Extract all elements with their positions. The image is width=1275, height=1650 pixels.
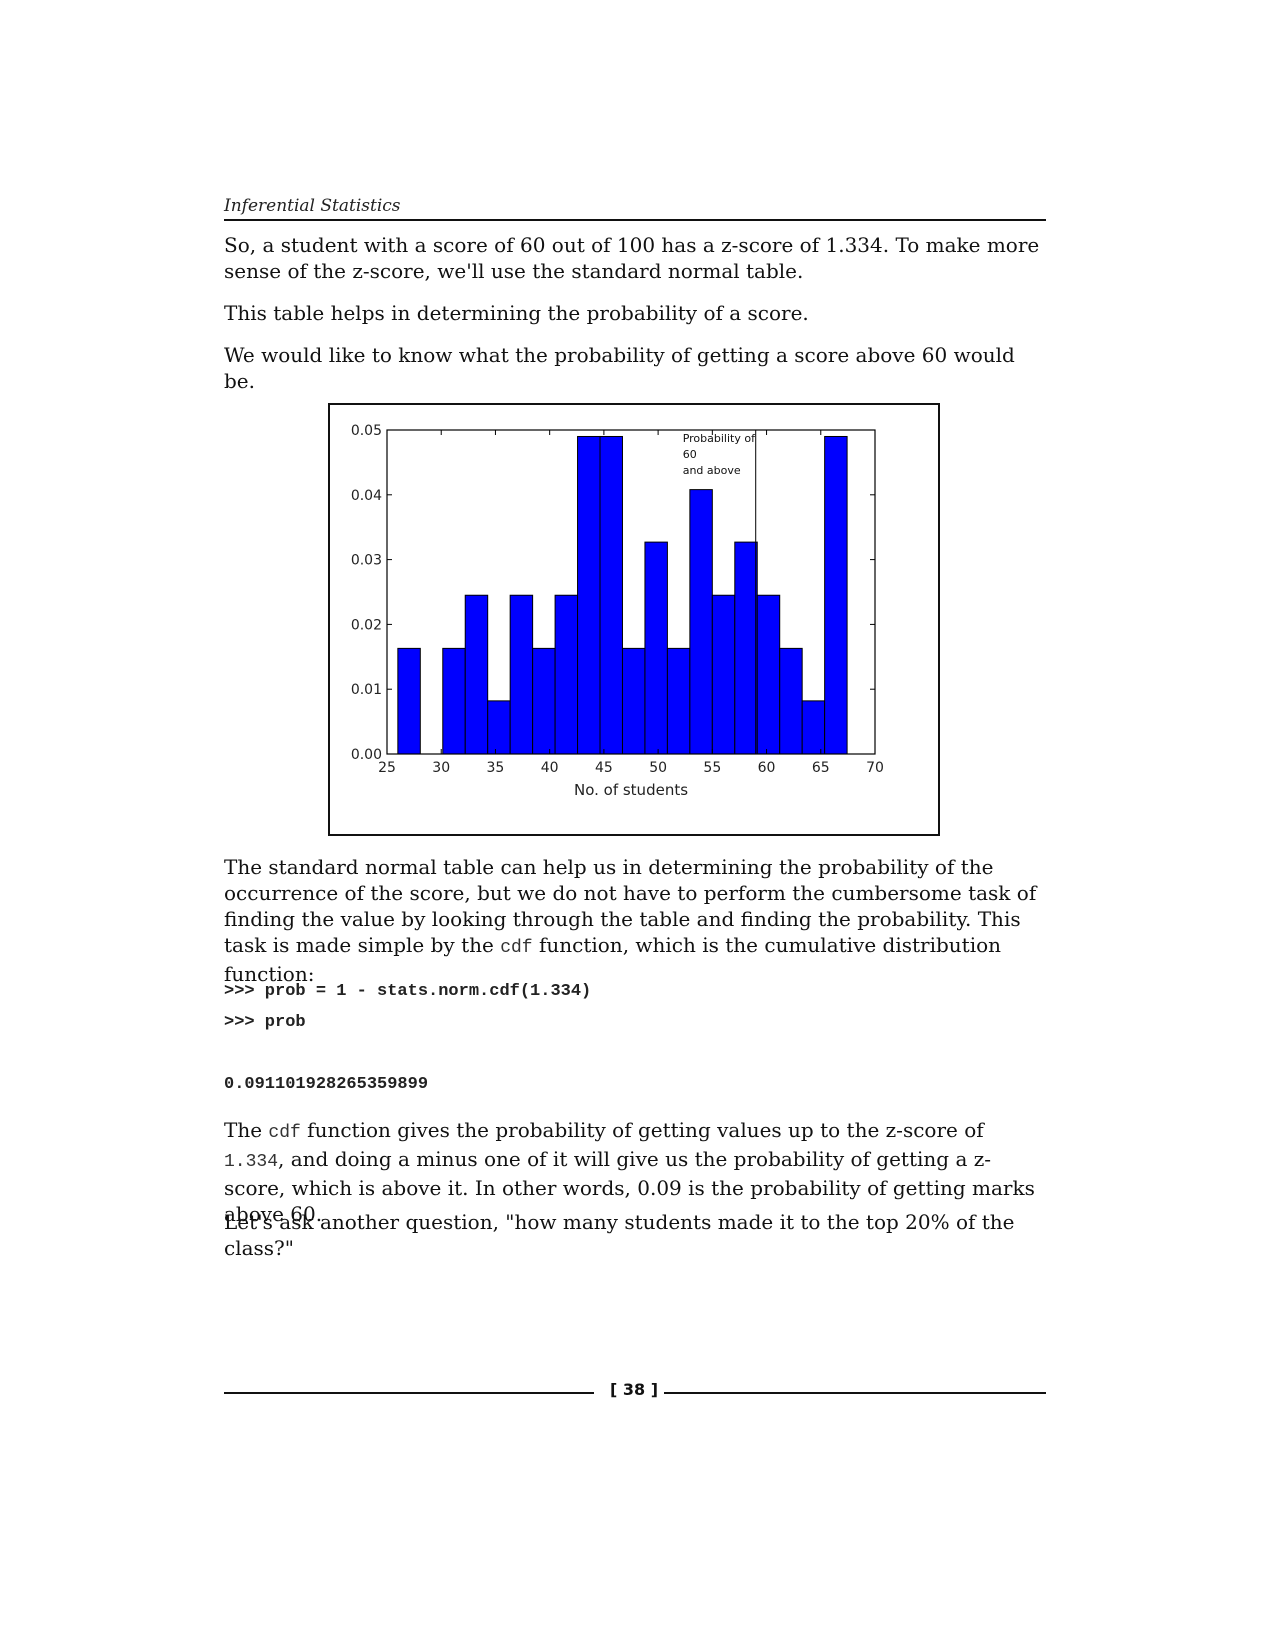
x-tick-label: 45 [595,760,613,776]
paragraph-result-text-b: function gives the probability of gettin… [300,1118,984,1142]
paragraph-probability-question: We would like to know what the probabili… [224,343,1015,393]
x-tick-label: 55 [703,760,721,776]
y-tick-label: 0.01 [351,682,382,698]
histogram-bar [756,594,781,755]
page-number: [ 38 ] [609,1380,659,1399]
histogram-bar [644,541,668,755]
histogram-figure: 25 30 35 40 45 50 55 60 65 70 0.00 0.01 0.02 0.03 0.04… [328,403,940,836]
x-tick-label: 25 [378,760,396,776]
histogram-bar [666,647,691,755]
paragraph-cdf-result: The cdf function gives the probability o… [224,1117,1046,1227]
code-output: 0.091101928265359899 [224,1075,429,1094]
plot-frame [386,429,876,755]
histogram-bar [487,700,511,755]
code-line-prob-assign: >>> prob = 1 - stats.norm.cdf(1.334) [224,982,592,1001]
y-tick-label: 0.00 [351,747,382,763]
footer-rule-right [664,1392,1046,1394]
x-tick-label: 60 [758,760,776,776]
x-tick-label: 30 [432,760,450,776]
header-rule [224,219,1046,221]
axis-tick-labels: 25 30 35 40 45 50 55 60 65 70 0.00 0.01 0.02 0.03 0.04… [351,423,884,776]
x-tick-label: 70 [866,760,884,776]
code-line-prob: >>> prob [224,1013,306,1032]
histogram-bar [532,647,556,755]
histogram-bar [577,435,601,755]
axis-ticks [386,429,876,755]
paragraph-next-question: Let's ask another question, "how many st… [224,1210,1015,1260]
y-tick-label: 0.02 [351,617,382,633]
threshold-annotation: Probability of 60 and above [683,432,756,477]
inline-code-zscore: 1.334 [224,1152,279,1172]
histogram-bars [397,435,848,755]
paragraph-cdf-explanation: The standard normal table can help us in… [224,854,1046,987]
histogram-bar [621,647,646,755]
histogram-bar [779,647,803,755]
histogram-bar [689,489,713,755]
x-tick-label: 65 [812,760,830,776]
histogram-bar [801,700,826,755]
histogram-bar [599,435,623,755]
histogram-bar [734,541,758,755]
inline-code-cdf: cdf [500,938,533,958]
paragraph-zscore-intro: So, a student with a score of 60 out of … [224,233,1040,283]
x-axis-label: No. of students [574,781,688,799]
paragraph-result-text-c: , and doing a minus one of it will give … [224,1147,1035,1226]
y-tick-label: 0.03 [351,553,382,569]
histogram-bar [509,594,534,755]
histogram-bar [464,594,489,755]
paragraph-cdf-text-a: The standard normal table can help us in… [224,855,1037,957]
inline-code-cdf-2: cdf [268,1123,301,1143]
y-tick-label: 0.04 [351,488,382,504]
running-header: Inferential Statistics [224,196,401,216]
paragraph-cdf-text-b: function, which is the cumulative distri… [224,933,1002,986]
histogram-bar [397,647,421,755]
x-tick-label: 35 [487,760,505,776]
annotation-line: 60 [683,448,697,461]
histogram-bar [554,594,579,755]
annotation-line: and above [683,464,741,477]
paragraph-table-purpose: This table helps in determining the prob… [224,301,809,325]
histogram-bar [711,594,736,755]
histogram-chart: 25 30 35 40 45 50 55 60 65 70 0.00 0.01 0.02 0.03 0.04… [351,423,884,799]
x-tick-label: 50 [649,760,667,776]
histogram-bar [442,647,466,755]
histogram-bar [824,435,848,755]
x-tick-label: 40 [541,760,559,776]
footer-rule-left [224,1392,594,1394]
annotation-line: Probability of [683,432,756,445]
paragraph-result-text-a: The [224,1118,269,1142]
y-tick-label: 0.05 [351,423,382,439]
